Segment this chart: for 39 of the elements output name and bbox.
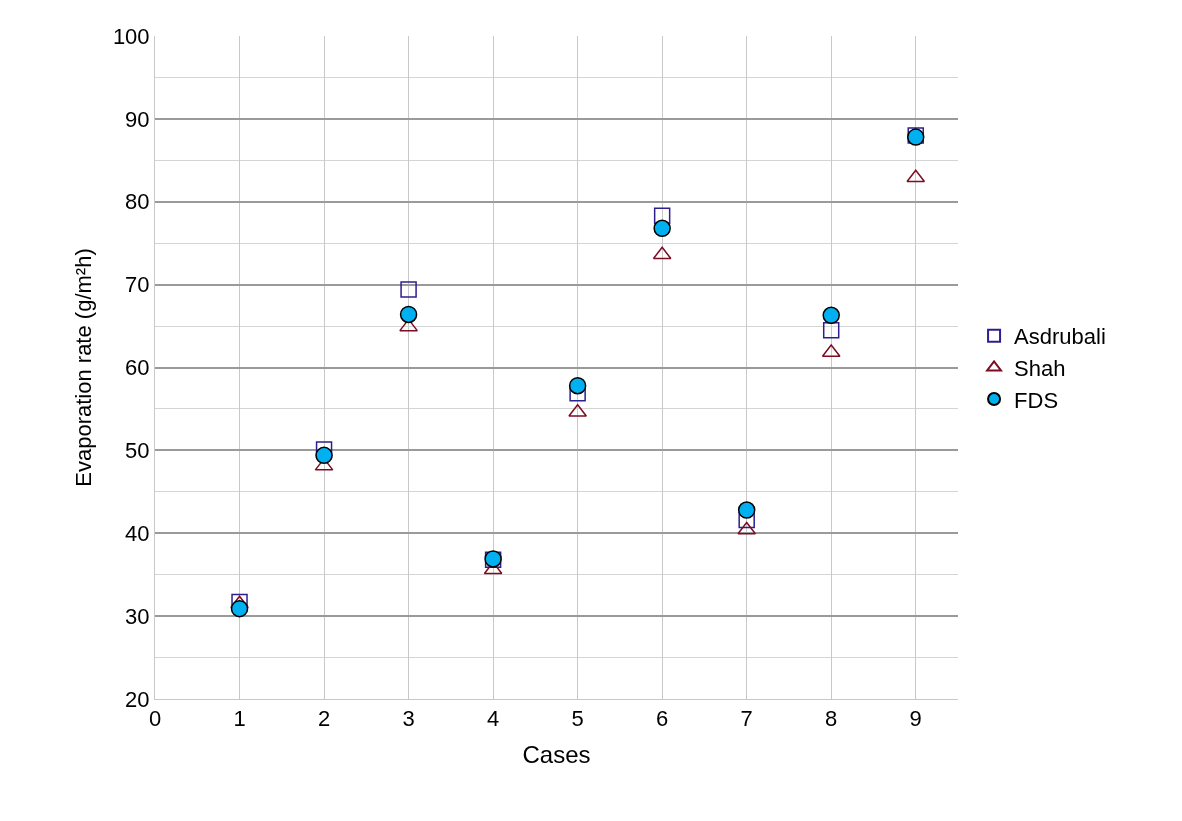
y-axis-title: Evaporation rate (g/m²h) [70,248,96,487]
x-tick-label: 4 [486,706,500,732]
y-tick-label: 50 [125,438,150,464]
point [400,281,417,298]
legend-label: FDS [1014,387,1059,413]
point [906,169,926,183]
point [652,246,672,260]
x-tick-label: 7 [740,706,753,732]
y-tick-label: 40 [125,520,150,546]
x-tick-label: 9 [909,706,922,732]
legend-label: Asdrubali [1014,324,1106,350]
point [822,306,840,325]
x-axis-title: Cases [522,740,591,768]
point [230,599,249,618]
point [822,321,840,339]
point [821,344,841,358]
x-tick-label: 1 [233,706,246,732]
y-tick-label: 80 [125,189,150,215]
x-tick-label: 2 [317,706,331,732]
y-tick-label: 70 [125,272,150,298]
legend-label: Shah [1014,355,1066,381]
point [399,305,418,324]
y-tick-label: 90 [125,106,150,132]
point [568,376,587,395]
x-tick-label: 0 [148,706,162,732]
x-tick-label: 5 [571,706,584,732]
y-tick-label: 100 [112,23,150,49]
x-tick-label: 3 [402,706,415,732]
x-tick-label: 8 [825,706,838,732]
point [738,511,755,529]
point [737,501,756,519]
y-tick-label: 20 [125,686,150,712]
point [315,446,333,465]
y-tick-label: 60 [125,355,150,381]
x-tick-label: 6 [656,706,669,732]
point [653,207,671,225]
point [653,219,671,238]
point [737,521,757,535]
y-tick-label: 30 [125,603,150,629]
